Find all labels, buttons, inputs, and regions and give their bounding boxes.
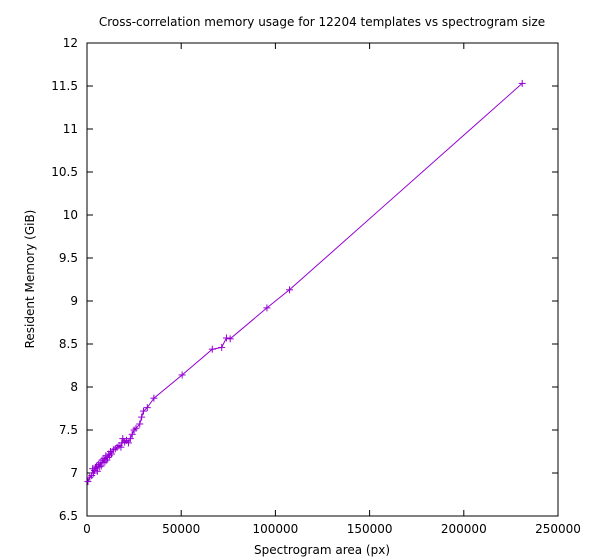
data-point <box>286 286 294 294</box>
x-axis: 0 50000 100000 150000 200000 250000 <box>83 43 581 536</box>
data-point <box>84 478 92 486</box>
data-point <box>518 79 526 87</box>
y-tick-label: 11.5 <box>51 79 78 93</box>
y-tick-label: 10 <box>63 208 78 222</box>
data-point <box>93 467 101 475</box>
data-point <box>218 343 226 351</box>
data-point <box>124 439 132 447</box>
data-point <box>226 335 234 343</box>
y-tick-label: 9 <box>70 294 78 308</box>
y-tick-label: 11 <box>63 122 78 136</box>
y-tick-label: 7 <box>70 466 78 480</box>
data-point <box>132 424 140 432</box>
data-point <box>140 407 148 415</box>
data-point <box>222 334 230 342</box>
data-point <box>208 345 216 353</box>
data-point <box>107 450 115 458</box>
data-point <box>128 430 136 438</box>
data-point <box>263 304 271 312</box>
y-tick-label: 8 <box>70 380 78 394</box>
plot-frame <box>86 42 559 517</box>
x-tick-label: 150000 <box>347 522 393 536</box>
y-tick-label: 9.5 <box>59 251 78 265</box>
data-point <box>143 404 151 412</box>
chart-title: Cross-correlation memory usage for 12204… <box>99 15 545 29</box>
y-axis: 6.5 7 7.5 8 8.5 9 9.5 10 10.5 11 11.5 12 <box>51 36 558 523</box>
x-tick-label: 100000 <box>252 522 298 536</box>
y-axis-label: Resident Memory (GiB) <box>23 210 37 349</box>
data-point <box>126 435 134 443</box>
data-point <box>150 394 158 402</box>
data-point <box>136 420 144 428</box>
x-tick-label: 250000 <box>535 522 581 536</box>
y-tick-label: 10.5 <box>51 165 78 179</box>
x-tick-label: 0 <box>83 522 91 536</box>
series-line <box>87 83 523 482</box>
y-tick-label: 12 <box>63 36 78 50</box>
y-tick-label: 8.5 <box>59 337 78 351</box>
x-tick-label: 50000 <box>162 522 200 536</box>
x-axis-label: Spectrogram area (px) <box>254 543 390 557</box>
data-point <box>178 371 186 379</box>
data-point <box>138 413 146 421</box>
series-layer <box>84 79 526 486</box>
data-point <box>117 443 125 451</box>
y-tick-label: 7.5 <box>59 423 78 437</box>
y-tick-label: 6.5 <box>59 509 78 523</box>
x-tick-label: 200000 <box>441 522 487 536</box>
